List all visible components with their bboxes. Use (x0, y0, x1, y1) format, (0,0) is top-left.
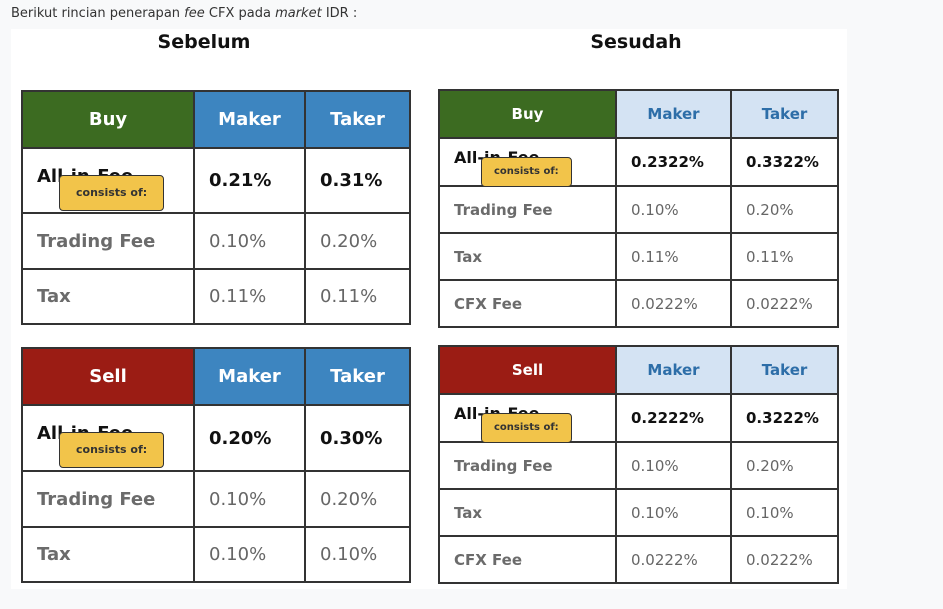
taker-value: 0.10% (730, 488, 839, 537)
taker-header: Taker (730, 345, 839, 395)
after-sell-table: Sell Maker Taker All-in-Fee consists of:… (438, 345, 839, 584)
after-heading: Sesudah (590, 31, 682, 53)
all-in-taker-value: 0.3222% (730, 393, 839, 443)
taker-header: Taker (304, 90, 411, 149)
taker-value: 0.20% (304, 470, 411, 528)
row-label: Tax (438, 232, 617, 281)
all-in-fee-cell: All-in-Fee consists of: (21, 147, 195, 214)
maker-value: 0.10% (193, 470, 306, 528)
intro-part: Berikut rincian penerapan (11, 6, 181, 21)
maker-header: Maker (615, 89, 732, 139)
taker-value: 0.10% (304, 526, 411, 583)
row-label: Trading Fee (438, 185, 617, 234)
intro-text: Berikut rincian penerapan fee CFX pada m… (11, 6, 357, 21)
taker-value: 0.20% (730, 185, 839, 234)
row-label: Trading Fee (438, 441, 617, 490)
before-sell-table: Sell Maker Taker All-in-Fee consists of:… (21, 347, 411, 583)
maker-value: 0.0222% (615, 279, 732, 328)
before-heading: Sebelum (157, 31, 251, 53)
taker-value: 0.20% (730, 441, 839, 490)
maker-value: 0.10% (193, 212, 306, 270)
row-label: CFX Fee (438, 279, 617, 328)
maker-value: 0.10% (615, 488, 732, 537)
taker-value: 0.11% (304, 268, 411, 325)
after-buy-table: Buy Maker Taker All-in-Fee consists of: … (438, 89, 839, 328)
all-in-fee-cell: All-in-Fee consists of: (21, 404, 195, 472)
row-label: Trading Fee (21, 470, 195, 528)
before-buy-table: Buy Maker Taker All-in-Fee consists of: … (21, 90, 411, 325)
intro-part: CFX pada (208, 6, 271, 21)
maker-header: Maker (193, 90, 306, 149)
intro-fee-word: fee (184, 6, 205, 21)
maker-header: Maker (615, 345, 732, 395)
all-in-taker-value: 0.30% (304, 404, 411, 472)
row-label: Tax (21, 526, 195, 583)
row-label: Tax (21, 268, 195, 325)
taker-value: 0.20% (304, 212, 411, 270)
maker-value: 0.0222% (615, 535, 732, 584)
consists-of-badge: consists of: (481, 157, 572, 187)
sell-header: Sell (21, 347, 195, 406)
all-in-taker-value: 0.3322% (730, 137, 839, 187)
maker-value: 0.10% (615, 185, 732, 234)
fee-comparison-image: Sebelum Sesudah Buy Maker Taker All-in-F… (11, 29, 847, 589)
all-in-maker-value: 0.20% (193, 404, 306, 472)
taker-header: Taker (730, 89, 839, 139)
taker-value: 0.0222% (730, 535, 839, 584)
row-label: Trading Fee (21, 212, 195, 270)
row-label: CFX Fee (438, 535, 617, 584)
taker-header: Taker (304, 347, 411, 406)
sell-header: Sell (438, 345, 617, 395)
row-label: Tax (438, 488, 617, 537)
maker-value: 0.10% (193, 526, 306, 583)
all-in-fee-cell: All-in-Fee consists of: (438, 137, 617, 187)
consists-of-badge: consists of: (59, 432, 165, 468)
all-in-taker-value: 0.31% (304, 147, 411, 214)
intro-part: IDR : (325, 6, 358, 21)
taker-value: 0.0222% (730, 279, 839, 328)
intro-market-word: market (275, 6, 322, 21)
maker-value: 0.10% (615, 441, 732, 490)
consists-of-badge: consists of: (59, 174, 165, 211)
all-in-maker-value: 0.2222% (615, 393, 732, 443)
maker-header: Maker (193, 347, 306, 406)
buy-header: Buy (438, 89, 617, 139)
taker-value: 0.11% (730, 232, 839, 281)
all-in-maker-value: 0.21% (193, 147, 306, 214)
buy-header: Buy (21, 90, 195, 149)
maker-value: 0.11% (193, 268, 306, 325)
all-in-maker-value: 0.2322% (615, 137, 732, 187)
all-in-fee-cell: All-in-Fee consists of: (438, 393, 617, 443)
consists-of-badge: consists of: (481, 413, 572, 443)
maker-value: 0.11% (615, 232, 732, 281)
